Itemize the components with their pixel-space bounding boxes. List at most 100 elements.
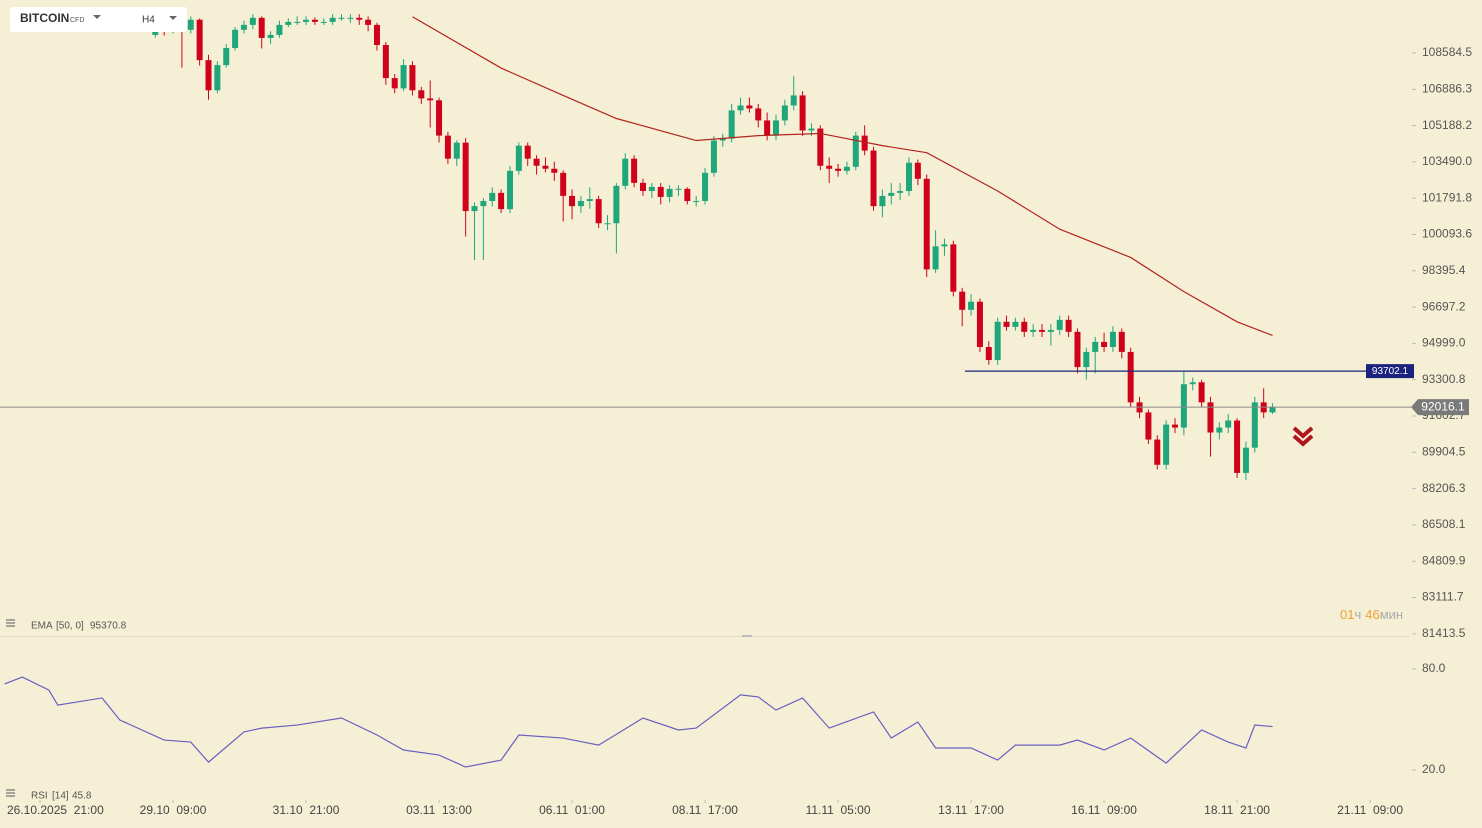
- candle-body: [1074, 331, 1081, 368]
- candle-body: [905, 162, 912, 191]
- rsi-pane: [4, 676, 1273, 768]
- dropdown-icon: [93, 15, 101, 19]
- candle-body: [498, 192, 505, 210]
- candle-body: [1003, 321, 1010, 327]
- candle-body: [1083, 351, 1090, 368]
- x-tick-label: 21.11 09:00: [1337, 803, 1403, 817]
- candle-body: [1021, 321, 1028, 332]
- timer: 01ч 46мин: [1340, 607, 1403, 622]
- candle-body: [657, 186, 664, 197]
- candle-body: [1189, 382, 1196, 385]
- candle-body: [950, 244, 957, 292]
- x-tick-label: 06.11 01:00: [539, 803, 605, 817]
- candle-body: [888, 192, 895, 196]
- candle-body: [648, 186, 655, 191]
- candle-body: [702, 172, 709, 202]
- candle-body: [870, 150, 877, 207]
- candle-body: [542, 165, 549, 169]
- candle-body: [1242, 447, 1249, 473]
- candle-body: [684, 188, 691, 202]
- y-tick-label: 81413.5: [1422, 626, 1466, 640]
- candle-body: [1065, 319, 1072, 332]
- timer-minutes: 46: [1365, 607, 1379, 622]
- y-tick-label: 80.0: [1422, 661, 1446, 675]
- candle-body: [569, 195, 576, 207]
- candle-body: [1012, 321, 1019, 327]
- candle-body: [941, 244, 948, 247]
- candle-body: [1127, 351, 1134, 403]
- timer-hours: 01: [1340, 607, 1354, 622]
- candle-body: [303, 19, 310, 22]
- y-tick-label: 101791.8: [1422, 190, 1472, 204]
- candle-body: [604, 223, 611, 225]
- candle-body: [772, 120, 779, 136]
- candle-body: [914, 162, 921, 179]
- candle-body: [1092, 341, 1099, 352]
- x-tick-label: 18.11 21:00: [1204, 803, 1270, 817]
- candle-body: [240, 24, 247, 30]
- candle-body: [595, 199, 602, 224]
- candle-body: [976, 301, 983, 348]
- candle-body: [285, 21, 292, 25]
- candle-body: [187, 19, 194, 30]
- candle-body: [427, 98, 434, 101]
- last-price-box: [1411, 399, 1469, 416]
- badge: CFD: [70, 17, 84, 24]
- candle-body: [852, 135, 859, 167]
- ema-params: [50, 0]: [56, 621, 84, 632]
- x-tick-label: 31.10 21:00: [273, 803, 340, 817]
- candle-body: [728, 110, 735, 139]
- candle-body: [799, 95, 806, 131]
- candle-body: [205, 60, 212, 91]
- candle-body: [524, 145, 531, 159]
- candle-body: [453, 142, 460, 159]
- candle-body: [631, 158, 638, 183]
- candle-body: [675, 188, 682, 190]
- candle-body: [1109, 331, 1116, 348]
- x-tick-label: 29.10 09:00: [140, 803, 207, 817]
- candle-body: [835, 168, 842, 171]
- candle-body: [1180, 384, 1187, 428]
- candle-body: [897, 190, 904, 193]
- x-tick-label: 16.11 09:00: [1071, 803, 1137, 817]
- candle-body: [1234, 420, 1241, 473]
- candle-body: [622, 158, 629, 186]
- ema-legend[interactable]: EMA [50, 0] 95370.8: [6, 619, 127, 632]
- candle-body: [515, 145, 522, 171]
- candle-body: [1030, 329, 1037, 332]
- candle-body: [1269, 407, 1276, 413]
- candle-body: [223, 47, 230, 66]
- y-tick-label: 88206.3: [1422, 481, 1466, 495]
- candle-body: [533, 158, 540, 166]
- ema-line: [412, 16, 1273, 337]
- candle-body: [1225, 420, 1232, 428]
- candle-body: [382, 44, 389, 79]
- y-tick-label: 94999.0: [1422, 336, 1466, 350]
- candle-body: [1047, 329, 1054, 332]
- candle-body: [693, 201, 700, 203]
- candle-body: [480, 201, 487, 207]
- candle-body: [710, 140, 717, 173]
- pane-handle[interactable]: [742, 635, 752, 637]
- candle-body: [577, 201, 584, 207]
- rsi-legend[interactable]: RSI [14] 45.8: [6, 789, 92, 802]
- rsi-name: RSI: [31, 791, 48, 802]
- candle-body: [1056, 319, 1063, 330]
- x-tick-label: 08.11 17:00: [672, 803, 738, 817]
- candle-body: [1039, 329, 1045, 332]
- candle-body: [418, 90, 425, 99]
- y-tick-label: 108584.5: [1422, 45, 1472, 59]
- timer-unit: ч: [1354, 607, 1361, 622]
- y-tick-label: 84809.9: [1422, 553, 1466, 567]
- candle-body: [294, 21, 301, 23]
- rsi-line: [4, 676, 1273, 768]
- level-label: 93702.1: [1372, 366, 1409, 377]
- y-tick-label: 86508.1: [1422, 517, 1466, 531]
- symbol-selector[interactable]: BITCOIN CFD H4: [10, 7, 187, 32]
- candle-body: [267, 34, 274, 38]
- y-tick-label: 105188.2: [1422, 118, 1472, 132]
- y-tick-label: 96697.2: [1422, 299, 1466, 313]
- y-tick-label: 98395.4: [1422, 263, 1466, 277]
